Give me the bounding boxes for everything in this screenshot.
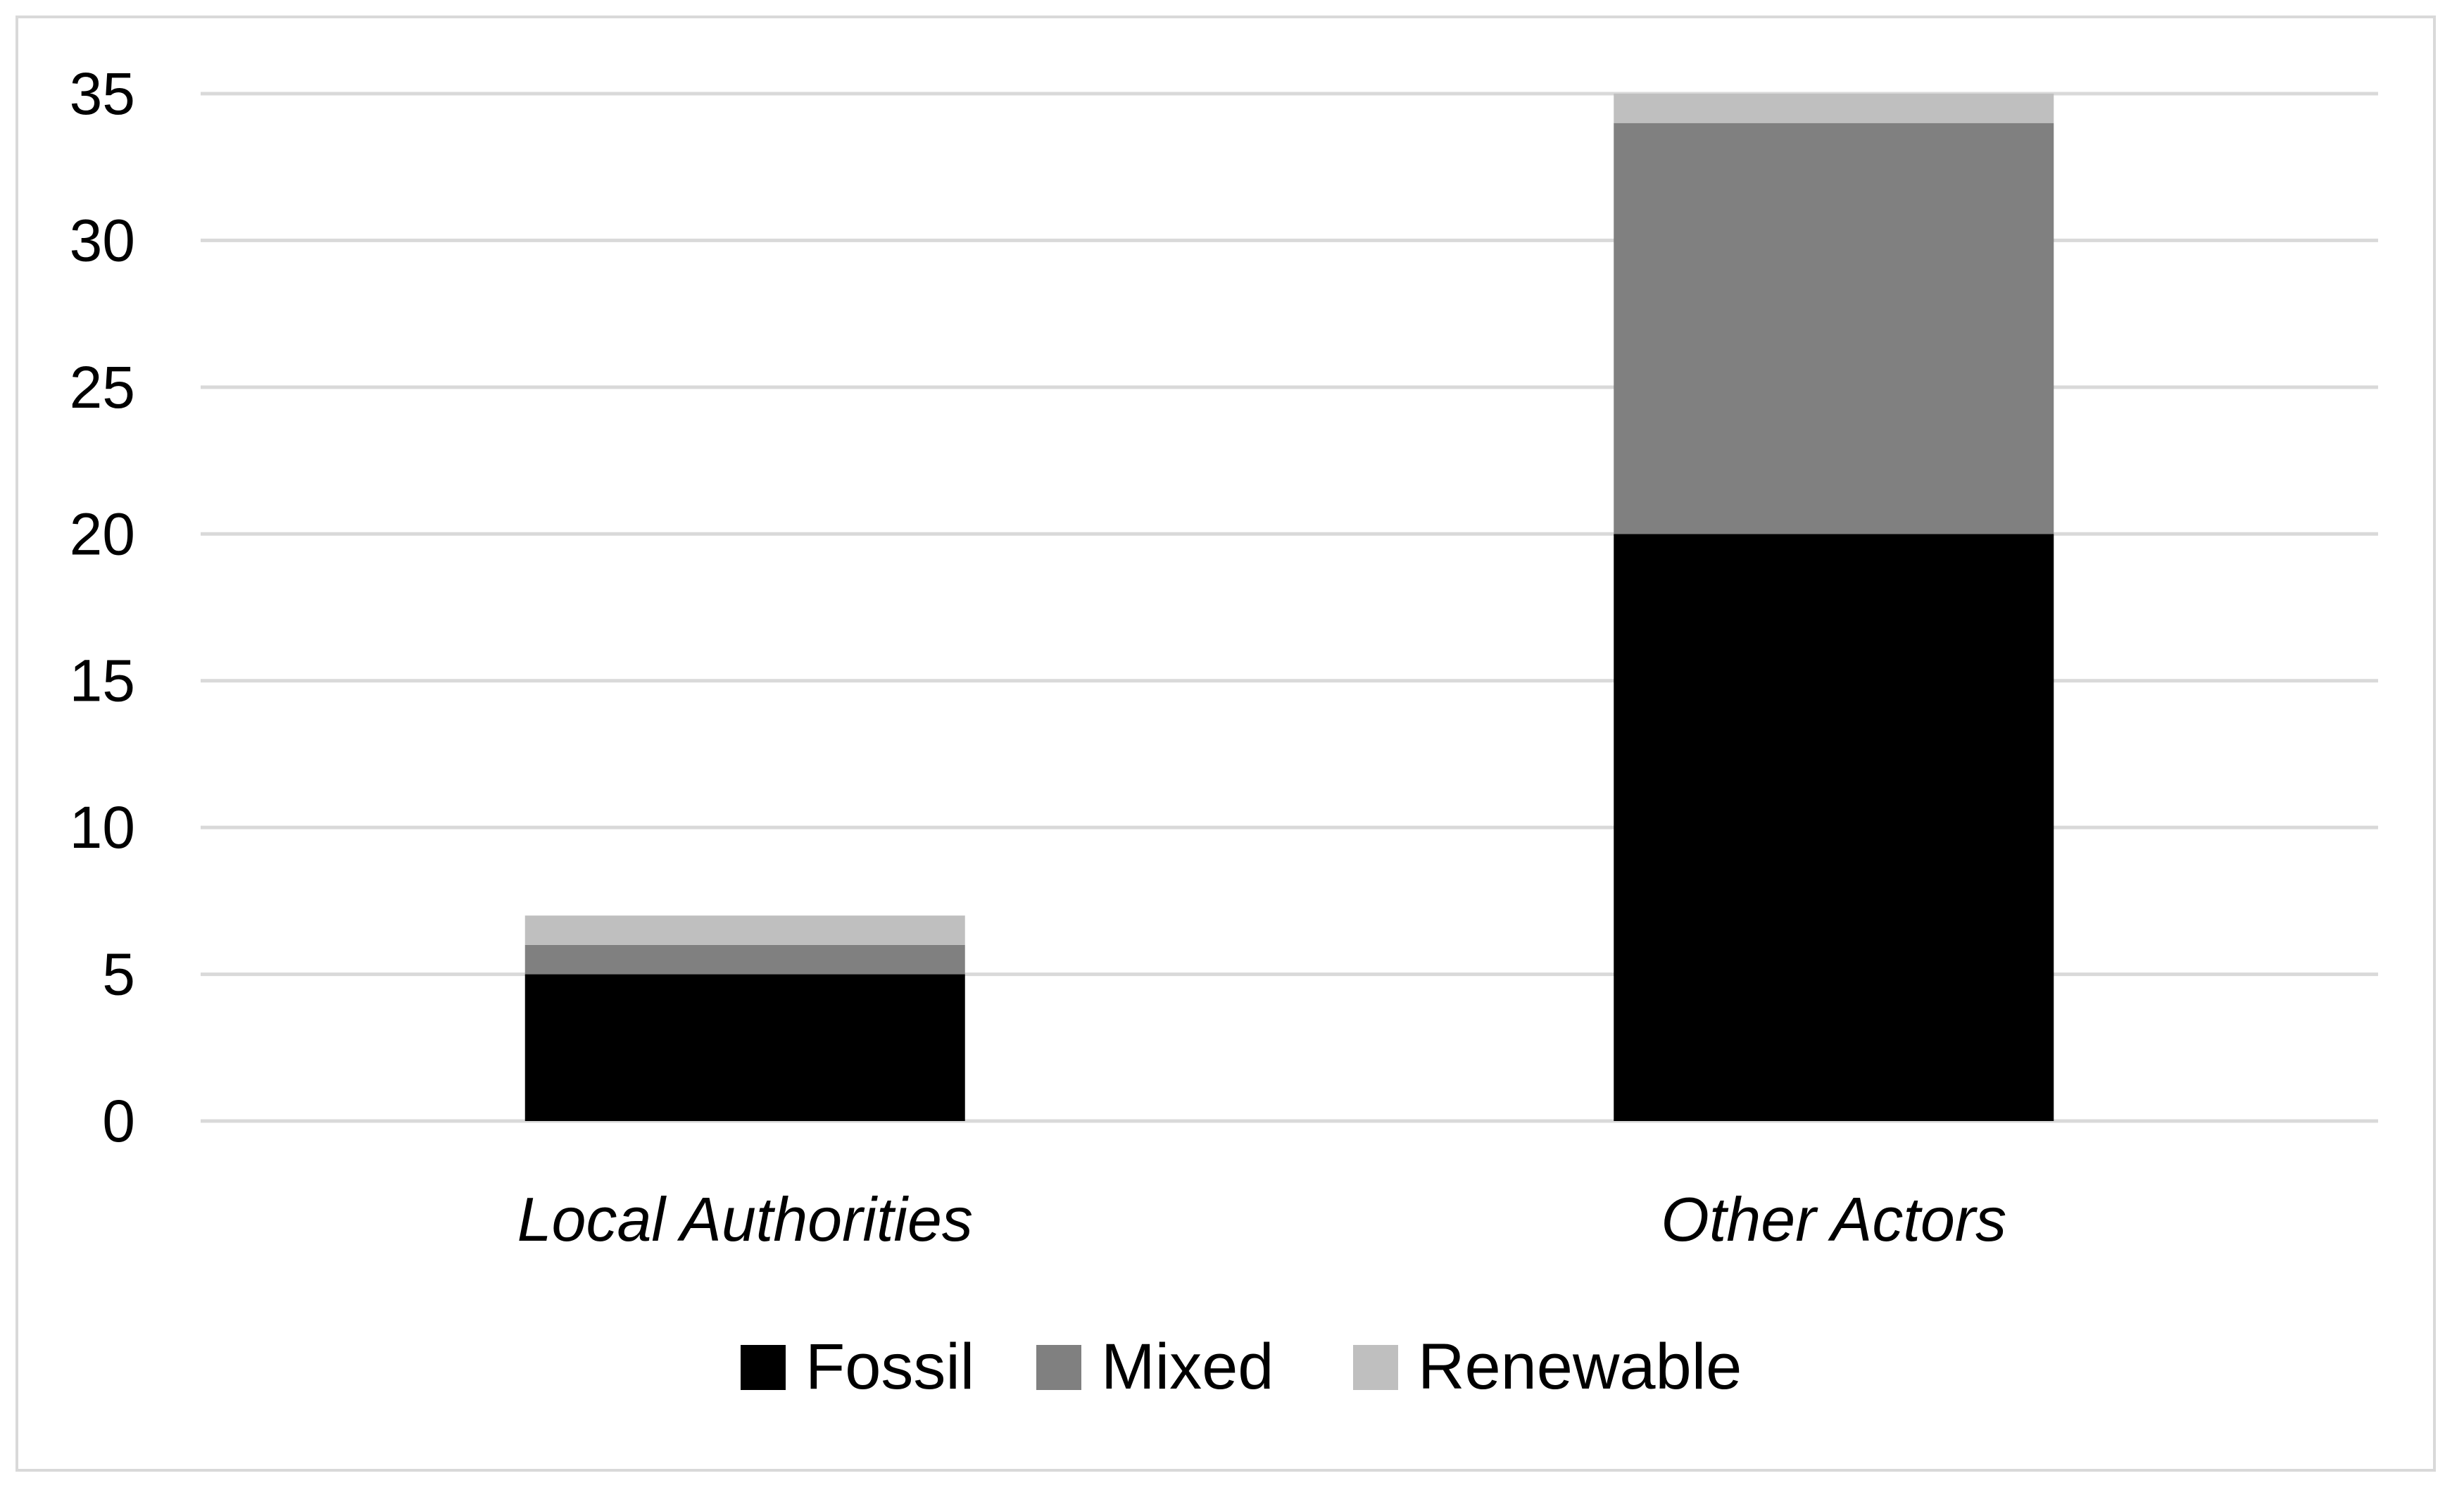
y-tick-label: 10 xyxy=(70,794,135,860)
y-tick-label: 25 xyxy=(70,354,135,420)
legend-swatch-fossil xyxy=(741,1345,786,1390)
x-category-label: Other Actors xyxy=(1661,1184,2006,1254)
bar-fossil-0 xyxy=(524,974,965,1121)
y-tick-label: 0 xyxy=(102,1088,135,1154)
legend-label-mixed: Mixed xyxy=(1101,1331,1274,1403)
y-tick-label: 20 xyxy=(70,501,135,567)
y-axis-tick-labels: 0 5 10 15 20 25 30 35 xyxy=(70,61,135,1154)
y-tick-label: 5 xyxy=(102,941,135,1008)
legend-label-renewable: Renewable xyxy=(1418,1331,1742,1403)
legend-label-fossil: Fossil xyxy=(805,1331,974,1403)
x-category-label: Local Authorities xyxy=(517,1184,973,1254)
y-tick-label: 15 xyxy=(70,648,135,714)
legend-swatch-mixed xyxy=(1036,1345,1081,1390)
bar-mixed-1 xyxy=(1614,123,2054,534)
legend: Fossil Mixed Renewable xyxy=(741,1331,1742,1403)
bar-renewable-1 xyxy=(1614,94,2054,123)
x-axis-category-labels: Local Authorities Other Actors xyxy=(517,1184,2007,1254)
y-tick-label: 30 xyxy=(70,207,135,273)
bars xyxy=(524,94,2054,1121)
bar-renewable-0 xyxy=(524,915,965,945)
bar-mixed-0 xyxy=(524,944,965,975)
bar-fossil-1 xyxy=(1614,534,2054,1121)
legend-swatch-renewable xyxy=(1353,1345,1398,1390)
y-tick-label: 35 xyxy=(70,61,135,127)
